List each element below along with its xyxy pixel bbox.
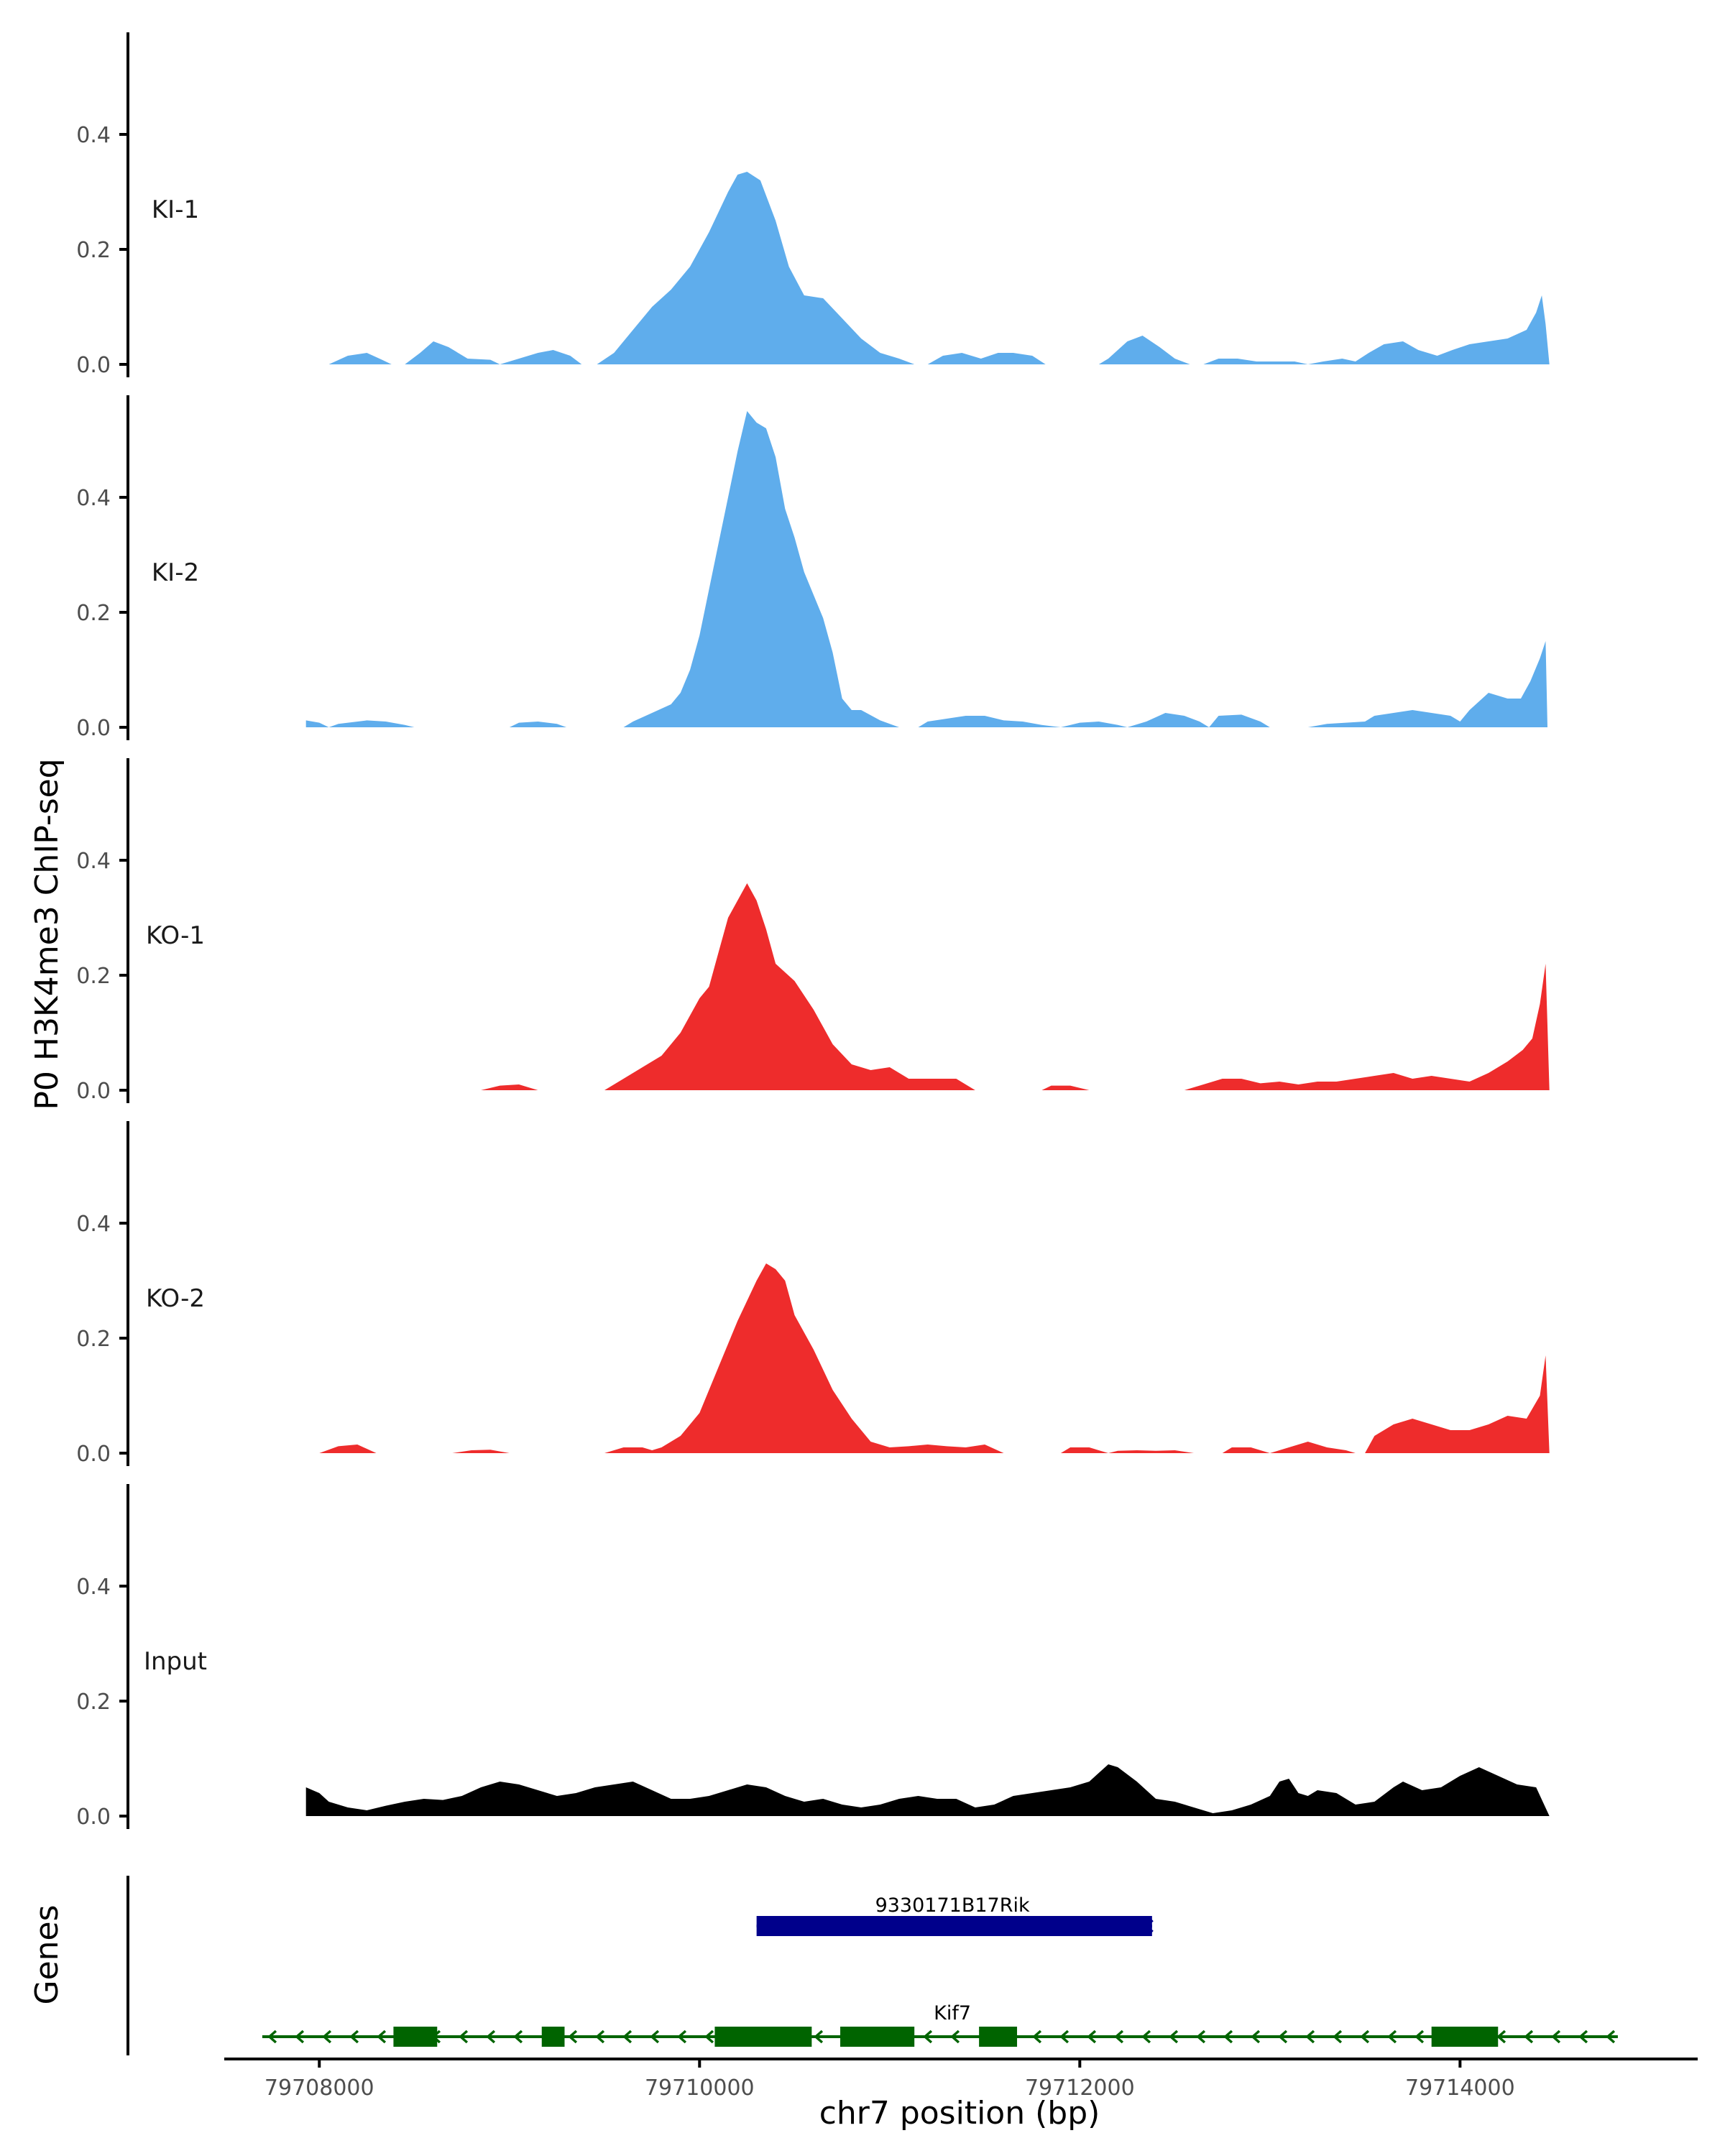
y-tick-label: 0.4 (76, 123, 111, 148)
y-tick-label: 0.4 (76, 1575, 111, 1600)
strand-arrow (1141, 2030, 1151, 2044)
track-panel: 0.0 0.2 0.4 KO-2 (76, 1121, 1550, 1467)
gene-exon (393, 2027, 438, 2047)
strand-arrow (1032, 2030, 1042, 2044)
coverage-area (319, 1263, 1550, 1453)
strand-arrow (568, 2030, 578, 2044)
strand-arrow (377, 2030, 387, 2044)
strand-arrow (1278, 2030, 1288, 2044)
strand-arrow (1114, 2030, 1124, 2044)
track-panel: 0.0 0.2 0.4 KO-1 (76, 758, 1550, 1104)
y-tick-label: 0.0 (76, 353, 111, 378)
y-tick-label: 0.0 (76, 716, 111, 741)
track-label: Input (144, 1647, 207, 1676)
strand-arrow (1251, 2030, 1261, 2044)
strand-arrow (1333, 2030, 1343, 2044)
strand-arrow (267, 2030, 277, 2044)
strand-arrow (513, 2030, 523, 2044)
strand-arrow (650, 2030, 660, 2044)
genes-layer: 9330171B17Rik Kif7 (126, 1876, 1618, 2055)
strand-arrow (950, 2030, 960, 2044)
strand-arrow (459, 2030, 469, 2044)
strand-arrow (595, 2030, 605, 2044)
strand-arrow (1387, 2030, 1397, 2044)
y-tick-label: 0.2 (76, 238, 111, 263)
y-tick-label: 0.4 (76, 849, 111, 874)
strand-arrow (677, 2030, 687, 2044)
strand-arrow (1059, 2030, 1070, 2044)
track-panel: 0.0 0.2 0.4 Input (76, 1484, 1550, 1830)
y-tick-label: 0.4 (76, 1212, 111, 1237)
genes-panel-title: Genes (29, 1904, 65, 2004)
track-label: KI-2 (152, 558, 199, 587)
y-tick-label: 0.0 (76, 1442, 111, 1467)
y-axis-title: P0 H3K4me3 ChIP-seq (29, 758, 65, 1110)
track-panel: 0.0 0.2 0.4 KI-2 (76, 395, 1548, 741)
strand-arrow (1551, 2030, 1561, 2044)
gene-name-label: 9330171B17Rik (875, 1894, 1030, 1917)
coverage-area (305, 1764, 1550, 1816)
strand-arrow (1169, 2030, 1179, 2044)
strand-arrow (1223, 2030, 1233, 2044)
strand-arrow (1606, 2030, 1616, 2044)
strand-arrow (1496, 2030, 1506, 2044)
strand-arrow (704, 2030, 714, 2044)
strand-arrow (1524, 2030, 1534, 2044)
x-axis-title: chr7 position (bp) (819, 2095, 1100, 2132)
strand-arrow (814, 2030, 824, 2044)
y-tick-label: 0.2 (76, 601, 111, 626)
x-axis: 79708000 79710000 79712000 79714000 (224, 2058, 1698, 2101)
gene-exon (979, 2027, 1018, 2047)
y-tick-label: 0.2 (76, 964, 111, 989)
strand-arrow (1305, 2030, 1315, 2044)
strand-arrow (322, 2030, 332, 2044)
coverage-area (481, 883, 1550, 1090)
gene-exon (714, 2027, 812, 2047)
track-label: KI-1 (152, 195, 199, 224)
y-tick-label: 0.0 (76, 1079, 111, 1104)
strand-arrow (1360, 2030, 1370, 2044)
strand-arrow (1414, 2030, 1425, 2044)
gene-model: 9330171B17Rik (756, 1894, 1154, 1936)
strand-arrow (622, 2030, 632, 2044)
y-tick-label: 0.0 (76, 1805, 111, 1830)
gene-exon (840, 2027, 915, 2047)
y-tick-label: 0.4 (76, 486, 111, 511)
track-label: KO-2 (146, 1284, 205, 1313)
y-tick-label: 0.2 (76, 1690, 111, 1715)
x-tick-label: 79710000 (645, 2076, 755, 2101)
gene-exon (541, 2027, 565, 2047)
gene-exon (756, 1916, 1152, 1936)
strand-arrow (923, 2030, 933, 2044)
strand-arrow (295, 2030, 305, 2044)
coverage-area (305, 172, 1550, 364)
tracks-layer: 0.00.20.4KI-10.00.20.4KI-20.00.20.4KO-10… (76, 32, 1550, 1830)
strand-arrow (1196, 2030, 1206, 2044)
x-tick-label: 79712000 (1025, 2076, 1135, 2101)
strand-arrow (486, 2030, 496, 2044)
y-tick-label: 0.2 (76, 1327, 111, 1352)
strand-arrow (1087, 2030, 1097, 2044)
gene-name-label: Kif7 (934, 2002, 971, 2024)
x-tick-label: 79708000 (264, 2076, 374, 2101)
gene-exon (1431, 2027, 1499, 2047)
strand-arrow (349, 2030, 359, 2044)
gene-model: Kif7 (262, 2002, 1618, 2047)
track-label: KO-1 (146, 921, 205, 950)
track-panel: 0.0 0.2 0.4 KI-1 (76, 32, 1550, 378)
strand-arrow (1578, 2030, 1588, 2044)
x-tick-label: 79714000 (1405, 2076, 1515, 2101)
